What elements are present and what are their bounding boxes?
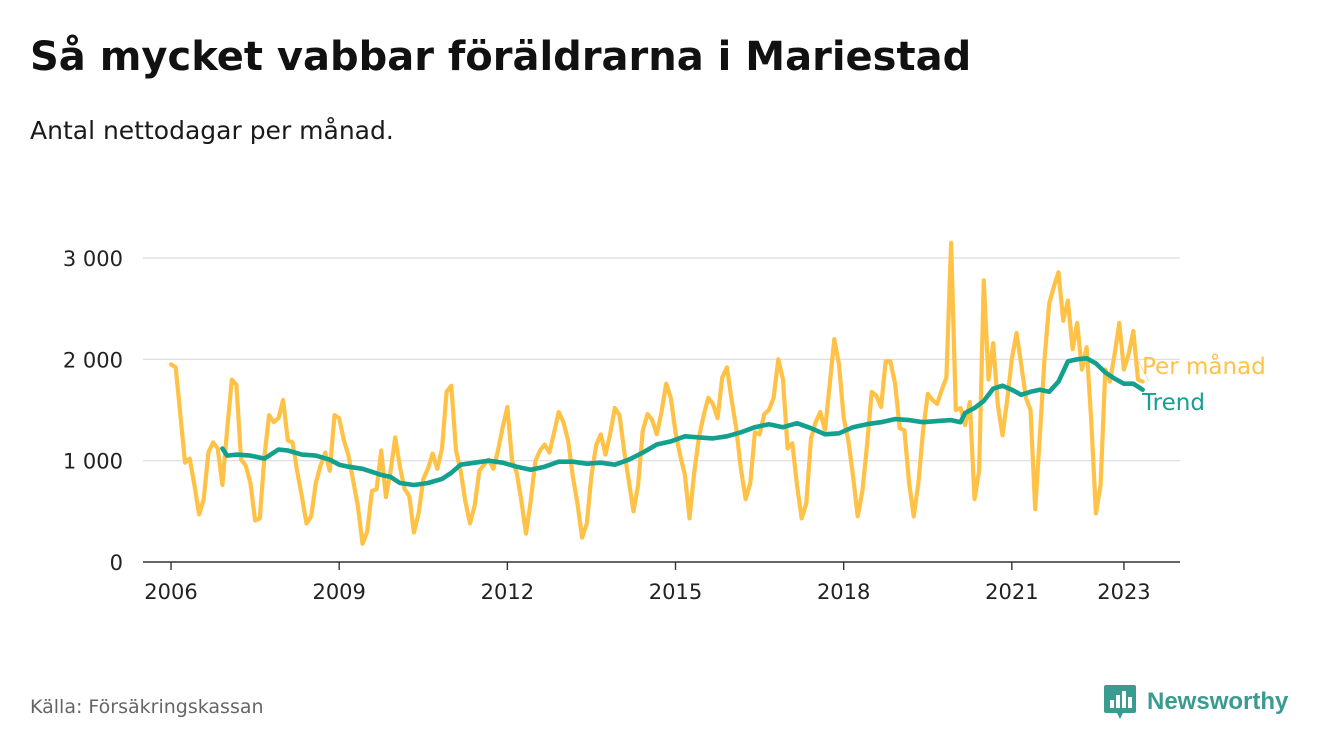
series-lines <box>168 240 1145 546</box>
x-tick-label: 2006 <box>144 580 197 604</box>
gridlines <box>143 257 1180 462</box>
chart-subtitle: Antal nettodagar per månad. <box>30 116 394 145</box>
trend-series-line <box>220 356 1145 488</box>
x-tick-label: 2021 <box>985 580 1038 604</box>
x-tick-label: 2018 <box>817 580 870 604</box>
x-tick-label: 2015 <box>649 580 702 604</box>
y-tick-label: 3 000 <box>63 247 123 271</box>
source-note: Källa: Försäkringskassan <box>30 696 264 718</box>
legend: Per månad Trend <box>1137 352 1266 416</box>
x-tick-label: 2009 <box>312 580 365 604</box>
brand-name: Newsworthy <box>1147 688 1289 715</box>
chart-title: Så mycket vabbar föräldrarna i Mariestad <box>30 34 972 80</box>
x-tick-label: 2023 <box>1097 580 1150 604</box>
newsworthy-logo-icon <box>1104 685 1136 719</box>
axes: 0 1 000 2 000 3 000 2006 2009 2012 2015 2018 2021… <box>63 247 1180 604</box>
y-tick-label: 0 <box>110 551 123 575</box>
y-tick-label: 1 000 <box>63 450 123 474</box>
brand-logo: Newsworthy <box>1103 683 1288 721</box>
y-tick-label: 2 000 <box>63 348 123 372</box>
legend-connector <box>1137 359 1150 382</box>
legend-label-trend: Trend <box>1141 390 1205 416</box>
x-tick-label: 2012 <box>481 580 534 604</box>
monthly-series-line <box>168 240 1145 546</box>
legend-label-monthly: Per månad <box>1142 352 1266 380</box>
